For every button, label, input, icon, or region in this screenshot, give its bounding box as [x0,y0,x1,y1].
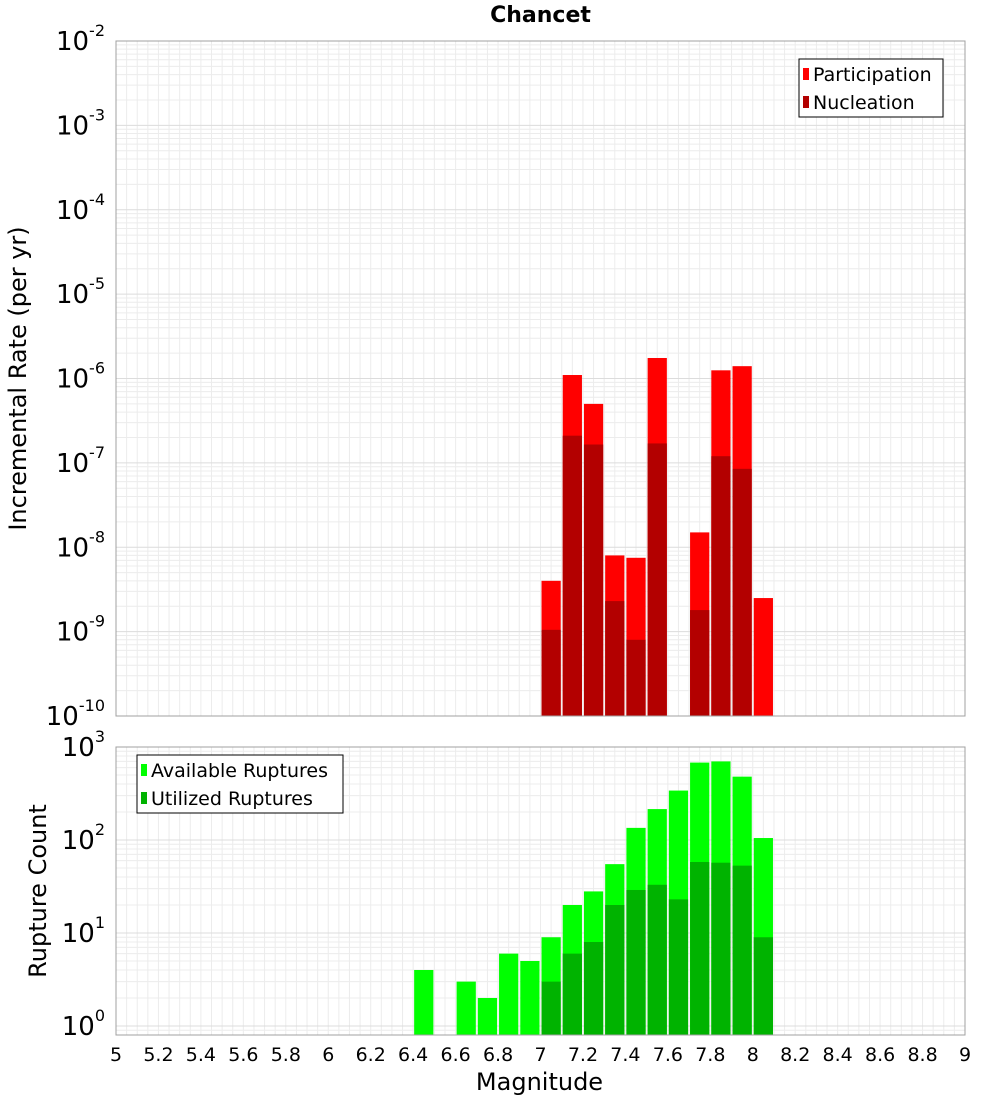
x-tick-label: 6 [322,1044,334,1066]
x-tick-label: 6.8 [483,1044,513,1066]
x-tick-label: 7.8 [695,1044,725,1066]
legend-label: Available Ruptures [151,760,328,782]
x-tick-label: 8.2 [780,1044,810,1066]
y-axis-title: Rupture Count [24,804,52,978]
y-tick-label: 10-4 [56,190,105,226]
bar-utilized-ruptures [690,861,710,1035]
legend-swatch [803,96,809,108]
bar-utilized-ruptures [626,889,646,1035]
x-tick-label: 5.2 [143,1044,173,1066]
plot-frame [115,746,966,1036]
x-tick-label: 7.4 [610,1044,640,1066]
panel-1: 10-10 10-9 10-8 10-7 10-6 10-5 10-4 10-3 10-2 Inc… [4,21,966,732]
legend-label: Nucleation [813,92,915,114]
bar-utilized-ruptures [668,899,689,1035]
x-tick-label: 8.4 [823,1044,853,1066]
y-tick-label: 10-3 [56,105,105,141]
legend-label: Participation [813,64,932,86]
bar-utilized-ruptures [541,981,561,1035]
legend-swatch [141,792,147,804]
bar-nucleation [647,443,667,716]
bar-nucleation [583,444,604,716]
bar-utilized-ruptures [562,953,582,1035]
y-tick-label: 100 [62,1006,105,1042]
x-tick-label: 8.8 [907,1044,937,1066]
bar-utilized-ruptures [583,942,604,1035]
x-tick-label: 8.6 [865,1044,895,1066]
bar-available-ruptures [477,997,498,1035]
y-tick-label: 10-9 [56,612,105,648]
y-tick-label: 10-10 [46,696,105,732]
bar-utilized-ruptures [647,884,667,1035]
bar-nucleation [690,610,710,716]
y-tick-label: 10-6 [56,359,105,395]
x-tick-label: 6.2 [356,1044,386,1066]
bar-utilized-ruptures [711,862,731,1035]
x-axis-title: Magnitude [476,1068,603,1096]
y-tick-label: 101 [62,913,105,949]
x-tick-label: 5.6 [228,1044,258,1066]
y-tick-label: 10-7 [56,443,105,479]
bar-utilized-ruptures [753,937,773,1035]
x-tick-label: 5 [110,1044,122,1066]
x-tick-label: 8 [747,1044,759,1066]
bar-nucleation [562,435,582,716]
bar-nucleation [605,601,625,716]
bar-nucleation [732,468,752,716]
y-tick-label: 102 [62,820,105,856]
bar-utilized-ruptures [605,904,625,1035]
legend-box [798,58,944,118]
bar-nucleation [541,629,561,716]
x-tick-label: 7 [534,1044,546,1066]
legend-swatch [803,68,809,80]
x-tick-label: 7.6 [653,1044,683,1066]
bar-participation [753,598,773,716]
chart-title: Chancet [490,3,591,28]
y-tick-label: 10-2 [56,21,105,57]
y-axis-title: Incremental Rate (per yr) [4,226,32,530]
legend-box [136,754,344,814]
y-tick-label: 103 [62,727,105,763]
x-tick-label: 6.6 [440,1044,470,1066]
x-tick-label: 5.8 [271,1044,301,1066]
bar-nucleation [711,456,731,716]
bar-utilized-ruptures [732,865,752,1035]
x-tick-label: 9 [959,1044,971,1066]
bar-nucleation [626,639,646,716]
bar-available-ruptures [456,981,476,1035]
panel-2: 100 101 102 103 Rupture Count Available Ruptu… [24,727,966,1042]
bar-available-ruptures [499,953,519,1035]
x-tick-label: 5.4 [186,1044,216,1066]
y-tick-label: 10-8 [56,527,105,563]
x-tick-label: 6.4 [398,1044,428,1066]
legend-label: Utilized Ruptures [151,788,313,810]
y-tick-label: 10-5 [56,274,105,310]
plot-frame [115,40,966,717]
bar-available-ruptures [520,960,540,1035]
x-tick-label: 7.2 [568,1044,598,1066]
legend-swatch [141,764,147,776]
bar-available-ruptures [414,969,434,1035]
